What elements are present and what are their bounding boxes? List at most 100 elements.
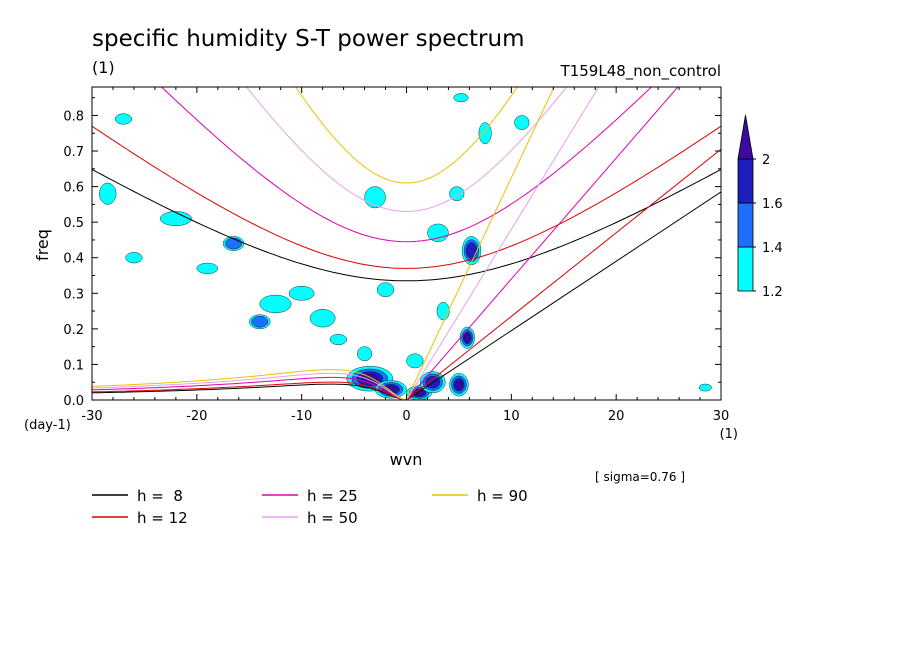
power-blob: [376, 282, 395, 298]
y-tick-label: 0.3: [63, 287, 84, 302]
chart-title: specific humidity S-T power spectrum: [92, 26, 524, 52]
kelvin-curve-h8: [406, 191, 721, 400]
kelvin-curve-h12: [406, 148, 721, 400]
contour-level-2: [251, 316, 269, 328]
x-tick-label: -30: [81, 409, 102, 424]
power-blob: [249, 314, 271, 330]
ig-curve-h8: [92, 168, 721, 282]
legend-label: h = 90: [477, 487, 528, 505]
sigma-note: [ sigma=0.76 ]: [595, 470, 685, 484]
contour-level-1: [99, 182, 117, 205]
contour-level-1: [357, 346, 373, 362]
contour-level-1: [449, 186, 465, 202]
ig-curve-h90: [295, 87, 518, 184]
power-blob: [196, 262, 218, 274]
y-tick-label: 0.4: [63, 252, 84, 267]
y-tick-label: 0.1: [63, 358, 84, 373]
legend: h = 8 h = 12 h = 25 h = 50 h = 90: [92, 487, 528, 527]
legend-label: h = 25: [307, 487, 358, 505]
colorbar-label: 1.2: [762, 285, 783, 300]
y-unit: (day-1): [24, 418, 71, 433]
power-blob: [449, 186, 465, 202]
y-tick-label: 0.6: [63, 181, 84, 196]
contour-level-1: [514, 115, 530, 130]
legend-label: h = 12: [137, 509, 188, 527]
chart-subtitle: (1): [92, 58, 115, 77]
power-blob: [427, 223, 449, 242]
rossby-curve-h12: [92, 381, 407, 400]
contour-level-4: [455, 380, 463, 389]
y-axis-label: freq: [33, 229, 52, 261]
contour-level-1: [309, 309, 336, 328]
rossby-curve-h50: [92, 372, 407, 400]
kelvin-curve-h90: [406, 87, 555, 400]
power-blob: [114, 113, 133, 125]
plot-frame: [91, 86, 722, 401]
contour-level-1: [114, 113, 133, 125]
power-blob: [288, 285, 315, 301]
colorbar-segment: [737, 246, 754, 292]
colorbar-label: 1.4: [762, 241, 783, 256]
power-contours: [99, 93, 712, 400]
contour-level-1: [376, 282, 395, 298]
colorbar-label: 2: [762, 153, 770, 168]
power-blob: [449, 373, 469, 397]
power-blob: [159, 211, 192, 226]
contour-level-1: [125, 252, 143, 264]
colorbar-segment: [737, 202, 754, 248]
power-blob: [259, 294, 292, 314]
power-blob: [453, 93, 469, 103]
power-blob: [461, 236, 482, 266]
power-blob: [406, 353, 424, 369]
axis-ticks: -30 -20 -10 0 10 20 30 0.0 0.1 0.2 0.3 0.4 0.5 0.6 0.7…: [63, 87, 729, 424]
ig-curve-h25: [160, 87, 653, 243]
contour-level-1: [453, 93, 469, 103]
colorbar-top-triangle: [737, 114, 754, 160]
contour-level-2: [225, 237, 242, 250]
colorbar-segment: [737, 158, 754, 204]
power-blob: [514, 115, 530, 130]
power-blob: [125, 252, 143, 264]
contour-level-1: [698, 383, 712, 392]
x-tick-label: -10: [291, 409, 312, 424]
contour-level-1: [196, 262, 218, 274]
rossby-curve-h8: [92, 383, 407, 400]
x-tick-label: 10: [503, 409, 520, 424]
legend-label: h = 50: [307, 509, 358, 527]
contour-level-1: [478, 122, 492, 145]
kelvin-curve-h50: [406, 87, 600, 400]
plot-area: -30 -20 -10 0 10 20 30 0.0 0.1 0.2 0.3 0.4 0.5 0.6 0.7…: [63, 86, 729, 424]
run-label: T159L48_non_control: [560, 62, 721, 81]
kelvin-curve-h25: [406, 87, 679, 400]
contour-level-1: [427, 223, 449, 242]
legend-label: h = 8: [137, 487, 183, 505]
contour-level-1: [259, 294, 292, 314]
x-tick-label: -20: [186, 409, 207, 424]
x-tick-label: 30: [713, 409, 730, 424]
colorbar-label: 1.6: [762, 197, 783, 212]
power-blob: [309, 309, 336, 328]
power-blob: [329, 333, 347, 346]
colorbar: 1.2 1.4 1.6 2: [737, 114, 783, 300]
x-tick-label: 0: [402, 409, 410, 424]
contour-level-1: [406, 353, 424, 369]
contour-level-1: [288, 285, 315, 301]
ig-curve-h12: [92, 125, 721, 269]
power-blob: [357, 346, 373, 362]
rossby-curve-h25: [92, 376, 407, 400]
contour-level-1: [159, 211, 192, 226]
x-axis-label: wvn: [390, 450, 423, 469]
y-tick-label: 0.2: [63, 323, 84, 338]
contour-level-3: [466, 242, 477, 259]
ig-curve-h50: [245, 87, 568, 213]
contour-level-1: [436, 301, 450, 321]
contour-level-4: [464, 333, 470, 342]
power-blob: [698, 383, 712, 392]
power-blob: [99, 182, 117, 205]
y-tick-label: 0.7: [63, 145, 84, 160]
power-blob: [478, 122, 492, 145]
y-tick-label: 0.5: [63, 216, 84, 231]
x-unit: (1): [720, 427, 738, 442]
x-tick-label: 20: [608, 409, 625, 424]
